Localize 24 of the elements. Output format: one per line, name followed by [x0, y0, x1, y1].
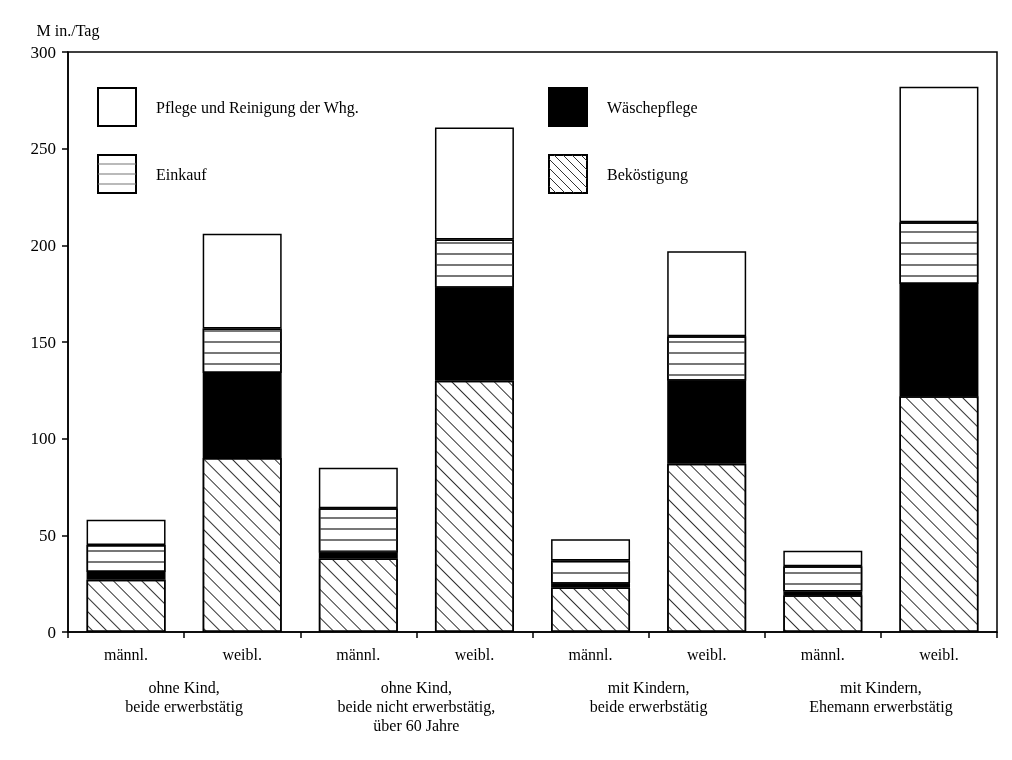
text: mit Kindern, beide erwerbstätig [589, 679, 708, 716]
legend-label: Wäschepflege [607, 99, 698, 117]
x-tick-label: weibl. [222, 645, 262, 663]
y-tick-label: 100 [30, 429, 56, 449]
y-tick-label: 50 [39, 525, 56, 545]
y-tick-label: 0 [47, 622, 56, 642]
legend-label: Einkauf [156, 166, 208, 183]
x-tick-label: männl. [336, 645, 381, 663]
legend-label: Beköstigung [607, 166, 688, 184]
x-tick-label: männl. [104, 645, 149, 663]
y-tick-label: 300 [30, 42, 56, 62]
y-axis-title: M in./Tag [36, 21, 100, 40]
x-tick-label: männl. [800, 645, 845, 663]
x-tick-label: weibl. [919, 645, 959, 663]
x-tick-label: männl. [568, 645, 613, 663]
y-tick-label: 150 [30, 332, 56, 352]
x-tick-label: weibl. [454, 645, 495, 663]
x-tick-label: weibl. [686, 645, 727, 663]
y-tick-label: 250 [30, 139, 56, 159]
text: ohne Kind, beide erwerbstätig [125, 679, 243, 716]
legend-label: Pflege und Reinigung der Whg. [156, 99, 359, 117]
text: ohne Kind, beide nicht erwerbstätig, über 60 Jahre [337, 679, 496, 734]
y-tick-label: 200 [30, 235, 56, 255]
text: mit Kindern, Ehemann erwerbstätig [809, 679, 953, 716]
